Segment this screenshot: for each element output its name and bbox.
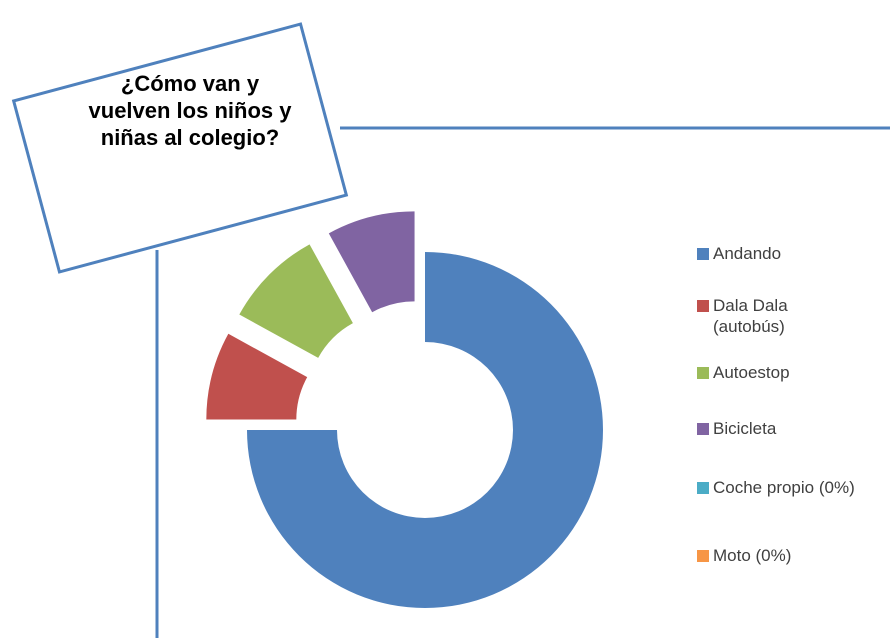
legend-swatch	[697, 423, 709, 435]
legend-item: Bicicleta	[697, 418, 872, 439]
donut-slice	[239, 244, 353, 358]
donut-slice	[247, 252, 603, 608]
legend-label: Moto (0%)	[713, 546, 792, 565]
legend-item: Dala Dala (autobús)	[697, 295, 872, 337]
legend-item: Moto (0%)	[697, 545, 872, 566]
legend-swatch	[697, 248, 709, 260]
legend-label: Andando	[713, 244, 782, 263]
legend-swatch	[697, 482, 709, 494]
donut	[206, 211, 603, 608]
legend-swatch	[697, 550, 709, 562]
legend-item: Coche propio (0%)	[697, 477, 872, 498]
donut-slice	[206, 333, 308, 420]
chart-title: ¿Cómo van y vuelven los niños y niñas al…	[88, 71, 292, 150]
donut-slice	[328, 211, 415, 313]
legend-label: Bicicleta	[713, 419, 777, 438]
legend-swatch	[697, 300, 709, 312]
legend-label: Coche propio (0%)	[713, 478, 855, 497]
legend-swatch	[697, 367, 709, 379]
legend-item: Autoestop	[697, 362, 872, 383]
legend-item: Andando	[697, 243, 872, 264]
legend-label: Dala Dala (autobús)	[713, 296, 788, 336]
legend-label: Autoestop	[713, 363, 790, 382]
